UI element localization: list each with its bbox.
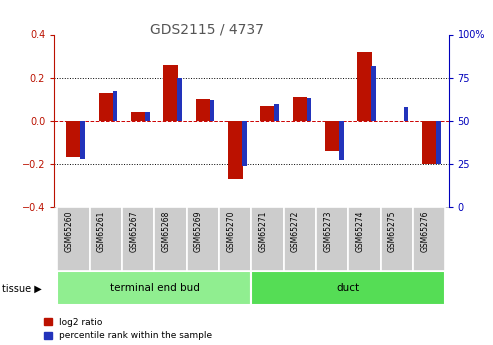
Bar <box>251 271 445 305</box>
Bar <box>325 121 340 151</box>
Text: GSM65276: GSM65276 <box>420 210 429 252</box>
Text: GSM65261: GSM65261 <box>97 210 106 252</box>
Bar <box>196 99 210 121</box>
Bar <box>210 100 214 121</box>
Text: GSM65271: GSM65271 <box>259 210 268 252</box>
Bar <box>154 207 187 271</box>
Bar <box>145 112 150 121</box>
Bar <box>422 121 436 164</box>
Bar <box>131 112 145 121</box>
Bar <box>381 207 413 271</box>
Bar <box>228 121 243 179</box>
Bar <box>187 207 219 271</box>
Bar <box>112 91 117 121</box>
Bar <box>58 271 251 305</box>
Text: duct: duct <box>337 283 360 293</box>
Text: GSM65267: GSM65267 <box>129 210 138 252</box>
Text: GSM65275: GSM65275 <box>388 210 397 252</box>
Bar <box>436 121 441 164</box>
Bar <box>163 65 178 121</box>
Bar <box>67 121 81 157</box>
Text: GSM65260: GSM65260 <box>65 210 73 252</box>
Bar <box>90 207 122 271</box>
Bar <box>284 207 316 271</box>
Bar <box>260 106 275 121</box>
Bar <box>307 98 312 121</box>
Text: GDS2115 / 4737: GDS2115 / 4737 <box>150 22 264 37</box>
Bar <box>316 207 349 271</box>
Bar <box>177 78 182 121</box>
Text: GSM65269: GSM65269 <box>194 210 203 252</box>
Text: GSM65272: GSM65272 <box>291 210 300 252</box>
Bar <box>58 207 90 271</box>
Bar <box>122 207 154 271</box>
Bar <box>251 207 284 271</box>
Bar <box>357 52 372 121</box>
Bar <box>339 121 344 160</box>
Bar <box>219 207 251 271</box>
Bar <box>349 207 381 271</box>
Bar <box>80 121 85 159</box>
Bar <box>293 97 307 121</box>
Text: GSM65273: GSM65273 <box>323 210 332 252</box>
Bar <box>242 121 246 166</box>
Bar <box>99 93 113 121</box>
Text: tissue ▶: tissue ▶ <box>2 284 42 294</box>
Text: GSM65270: GSM65270 <box>226 210 235 252</box>
Bar <box>274 104 279 121</box>
Bar <box>413 207 445 271</box>
Text: GSM65274: GSM65274 <box>355 210 365 252</box>
Bar <box>404 107 408 121</box>
Text: GSM65268: GSM65268 <box>162 210 171 252</box>
Bar <box>371 66 376 121</box>
Legend: log2 ratio, percentile rank within the sample: log2 ratio, percentile rank within the s… <box>44 318 212 341</box>
Text: terminal end bud: terminal end bud <box>109 283 199 293</box>
